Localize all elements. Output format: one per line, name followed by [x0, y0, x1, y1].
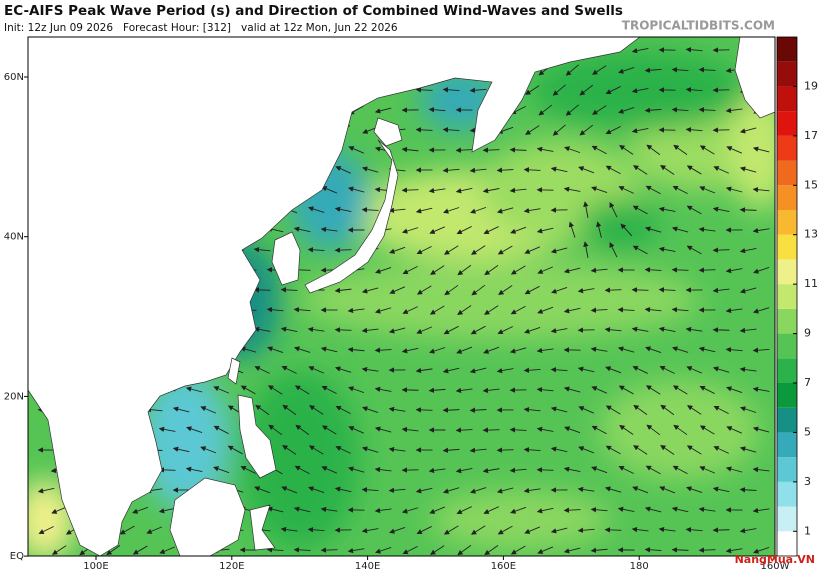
lon-label: 160E [491, 561, 516, 572]
arrow [255, 290, 271, 291]
arrow [417, 410, 433, 411]
colorbar-tick-label: 1 [804, 524, 811, 537]
colorbar-tick-label: 19 [804, 79, 818, 92]
arrow [336, 330, 352, 331]
colorbar-bin [777, 358, 797, 383]
colorbar-bin [777, 136, 797, 161]
lat-label: 40N [4, 232, 24, 243]
colorbar-tick-label: 7 [804, 376, 811, 389]
colorbar-bin [777, 259, 797, 284]
colorbar-bin [777, 457, 797, 482]
colorbar-tick-label: 15 [804, 178, 818, 191]
colorbar-bin [777, 334, 797, 359]
colorbar-tick-label: 13 [804, 228, 818, 241]
colorbar-tick-label: 11 [804, 277, 818, 290]
source: TROPICALTIDBITS.COM [622, 19, 775, 33]
lon-label: 120E [219, 561, 244, 572]
colorbar-bin [777, 408, 797, 433]
colorbar-tick-label: 5 [804, 425, 811, 438]
arrow [403, 390, 419, 391]
arrow [484, 150, 500, 151]
colorbar-tick-label: 17 [804, 129, 818, 142]
colorbar-bin [777, 210, 797, 235]
lat-label: EQ [10, 551, 24, 562]
title: EC-AIFS Peak Wave Period (s) and Directi… [4, 3, 623, 19]
watermark: NangMua.VN [735, 553, 815, 566]
colorbar-bin [777, 432, 797, 457]
arrow [336, 250, 352, 251]
colorbar-bin [777, 37, 797, 62]
colorbar-bin [777, 482, 797, 507]
colorbar-bin [777, 111, 797, 136]
colorbar-bin [777, 383, 797, 408]
colorbar-bin [777, 507, 797, 532]
colorbar-bin [777, 185, 797, 210]
lat-label: 20N [4, 391, 24, 402]
subtitle: Init: 12z Jun 09 2026 Forecast Hour: [31… [4, 22, 398, 34]
colorbar-tick-label: 3 [804, 475, 811, 488]
lon-label: 180 [630, 561, 649, 572]
colorbar-bin [777, 161, 797, 186]
lon-label: 140E [355, 561, 380, 572]
colorbar-bin [777, 235, 797, 260]
arrow [606, 530, 622, 531]
colorbar-tick-label: 9 [804, 327, 811, 340]
lon-label: 100E [83, 561, 108, 572]
arrow [322, 550, 338, 551]
colorbar-bin [777, 309, 797, 334]
arrow [700, 550, 716, 551]
map-area [15, 37, 790, 560]
colorbar-bin [777, 62, 797, 87]
arrow [633, 290, 649, 291]
lat-label: 60N [4, 72, 24, 83]
arrow [484, 430, 500, 431]
colorbar-bin [777, 86, 797, 111]
colorbar-bin [777, 284, 797, 309]
